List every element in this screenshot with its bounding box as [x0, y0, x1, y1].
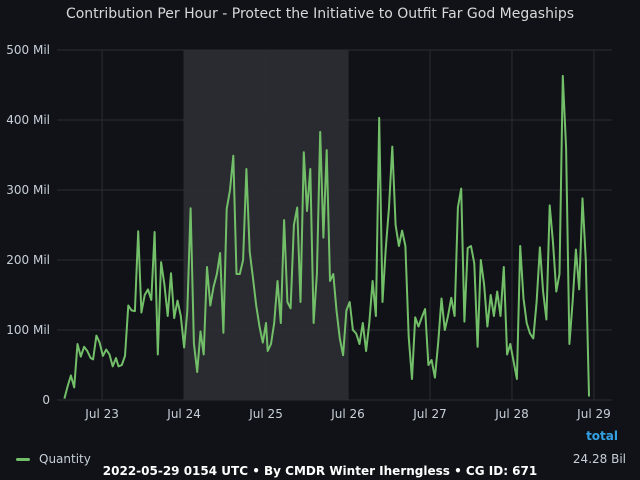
x-tick-label: Jul 25 — [248, 407, 283, 421]
y-tick-label: 100 Mil — [6, 323, 50, 337]
legend-swatch — [16, 457, 30, 461]
legend-total-value: 24.28 Bil — [572, 452, 626, 466]
series-line-quantity[interactable] — [63, 74, 590, 399]
x-axis-labels: Jul 23 Jul 24 Jul 25 Jul 26 Jul 27 Jul 28 Jul … — [84, 407, 610, 421]
footer-credit: 2022-05-29 0154 UTC • By CMDR Winter Ihe… — [102, 464, 538, 478]
y-tick-label: 200 Mil — [6, 253, 50, 267]
chart-title: Contribution Per Hour - Protect the Init… — [65, 6, 575, 22]
x-tick-label: Jul 23 — [84, 407, 119, 421]
y-tick-label: 0 — [42, 393, 50, 407]
y-tick-label: 400 Mil — [6, 113, 50, 127]
x-tick-label: Jul 27 — [412, 407, 447, 421]
x-tick-label: Jul 28 — [494, 407, 529, 421]
legend-total-header[interactable]: total — [586, 429, 618, 443]
y-tick-label: 300 Mil — [6, 183, 50, 197]
y-tick-label: 500 Mil — [6, 43, 50, 57]
y-axis-labels: 0 100 Mil 200 Mil 300 Mil 400 Mil 500 Mil — [6, 43, 50, 407]
x-tick-label: Jul 24 — [166, 407, 201, 421]
x-tick-label: Jul 29 — [576, 407, 611, 421]
x-tick-label: Jul 26 — [330, 407, 365, 421]
legend-item-quantity[interactable]: Quantity — [16, 452, 91, 466]
legend-label: Quantity — [39, 452, 91, 466]
